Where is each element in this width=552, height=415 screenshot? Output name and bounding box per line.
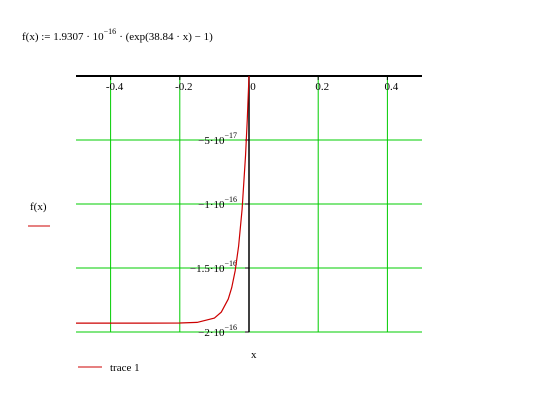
y-tick-exponent: −16	[224, 323, 237, 332]
y-tick-label: −1.5·10−16	[190, 259, 237, 275]
y-tick-label: −5·10−17	[198, 131, 237, 147]
y-tick-mantissa: −5·10	[198, 135, 225, 147]
y-axis-label: f(x)	[30, 201, 47, 213]
x-tick-label: 0.2	[315, 81, 329, 93]
series-line	[76, 75, 250, 324]
formula-exponent: −16	[104, 27, 117, 36]
y-tick-label: −2·10−16	[198, 323, 237, 339]
y-tick-exponent: −16	[224, 195, 237, 204]
formula-lhs: f(x) := 1.9307 · 10	[22, 31, 104, 43]
x-axis-label: x	[251, 349, 257, 361]
y-tick-exponent: −16	[224, 259, 237, 268]
x-tick-label: 0	[250, 81, 256, 93]
x-tick-label: -0.4	[106, 81, 124, 93]
x-tick-label: 0.4	[385, 81, 399, 93]
x-tick-label: -0.2	[175, 81, 192, 93]
y-tick-mantissa: −1·10	[198, 199, 225, 211]
formula-rhs: · (exp(38.84 · x) − 1)	[119, 31, 213, 43]
y-tick-mantissa: −2·10	[198, 327, 225, 339]
y-tick-mantissa: −1.5·10	[190, 263, 225, 275]
legend-label: trace 1	[110, 362, 140, 374]
y-tick-label: −1·10−16	[198, 195, 237, 211]
formula: f(x) := 1.9307 · 10−16 · (exp(38.84 · x) …	[22, 27, 213, 43]
y-tick-exponent: −17	[224, 131, 237, 140]
